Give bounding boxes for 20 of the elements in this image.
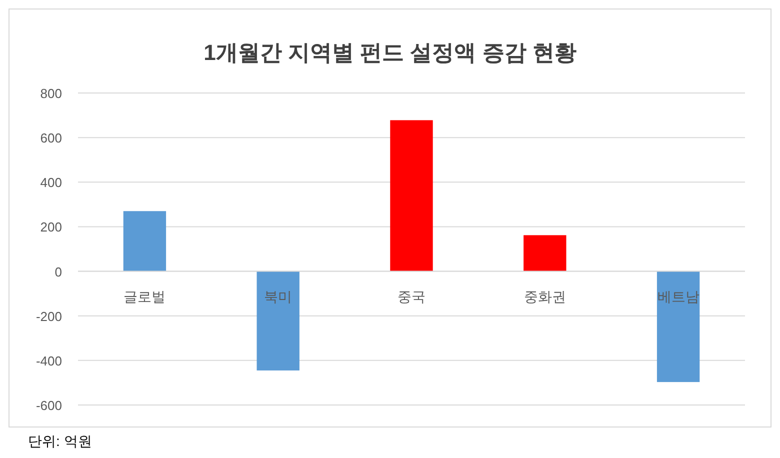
y-tick-label: 400 <box>40 175 62 190</box>
bar <box>123 211 166 272</box>
text: 단위: 억원 <box>28 433 92 449</box>
y-tick-label: -600 <box>36 398 62 413</box>
x-tick-label: 베트남 <box>657 288 700 304</box>
y-tick-label: 800 <box>40 86 62 101</box>
chart-title: 1개월간 지역별 펀드 설정액 증감 현황 <box>204 40 576 65</box>
y-tick-label: -400 <box>36 353 62 368</box>
x-tick-label: 중화권 <box>524 288 566 304</box>
bar <box>524 235 566 272</box>
bar <box>256 271 300 370</box>
bar <box>390 120 433 272</box>
x-tick-label: 글로벌 <box>124 288 166 304</box>
bar <box>656 271 700 382</box>
x-tick-label: 중국 <box>398 288 426 304</box>
y-tick-label: 0 <box>54 264 62 280</box>
y-tick-label: 600 <box>40 130 62 146</box>
y-tick-label: -200 <box>36 308 62 324</box>
x-tick-label: 북미 <box>264 288 292 304</box>
y-tick-label: 200 <box>40 220 62 235</box>
